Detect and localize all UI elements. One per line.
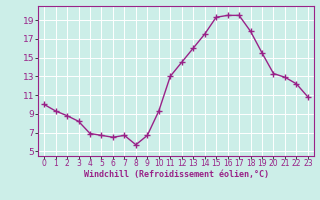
X-axis label: Windchill (Refroidissement éolien,°C): Windchill (Refroidissement éolien,°C): [84, 170, 268, 179]
